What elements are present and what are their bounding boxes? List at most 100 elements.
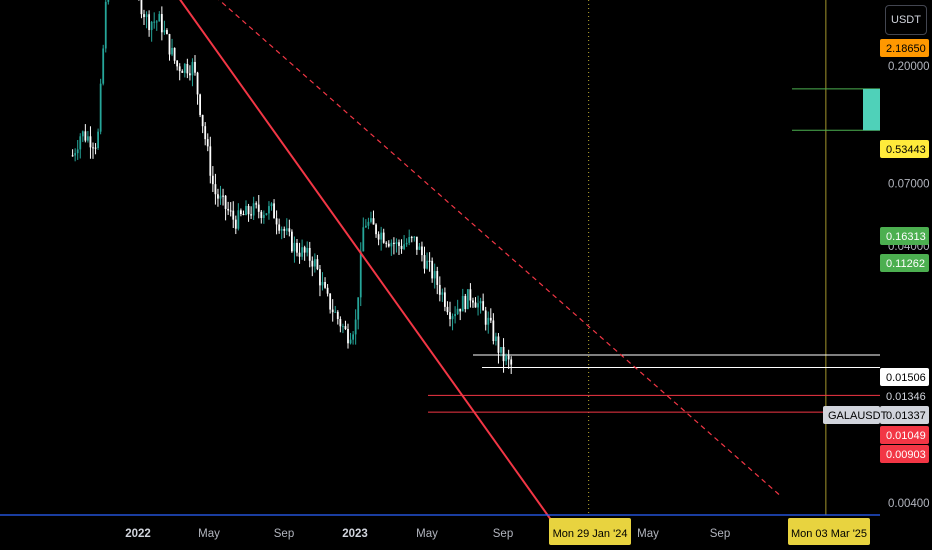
candle-body xyxy=(472,300,474,303)
x-tick-label: May xyxy=(637,528,659,540)
candle-body xyxy=(454,313,457,317)
candle-body xyxy=(79,136,82,150)
candle-body xyxy=(191,61,194,76)
candle-body xyxy=(398,242,400,246)
candle-body xyxy=(321,282,324,286)
candle-body xyxy=(357,297,360,320)
candle-body xyxy=(431,260,434,279)
candle-body xyxy=(393,242,395,244)
candle-body xyxy=(400,245,403,249)
candle-body xyxy=(324,282,326,288)
x-tick-label: Sep xyxy=(493,528,513,540)
candle-body xyxy=(201,114,204,127)
x-tick-label: 2023 xyxy=(342,528,368,540)
candle-body xyxy=(240,210,242,215)
date-tag-bg xyxy=(549,518,631,545)
candle-body xyxy=(510,359,513,365)
candle-body xyxy=(196,72,199,95)
candle-body xyxy=(497,336,500,353)
price-tag-label: 0.01337 xyxy=(886,410,926,422)
horizontal-levels xyxy=(428,88,880,413)
candle-body xyxy=(380,232,383,240)
candle-body xyxy=(408,237,411,243)
candle-body xyxy=(313,259,316,267)
candle-body xyxy=(372,218,375,225)
candle-body xyxy=(469,289,472,301)
candle-body xyxy=(158,14,161,22)
candle-body xyxy=(293,242,296,252)
candle-body xyxy=(352,334,355,340)
candle-body xyxy=(219,195,222,199)
candle-body xyxy=(209,146,212,176)
candle-body xyxy=(247,205,250,215)
candle-body xyxy=(482,301,485,311)
candle-body xyxy=(296,242,298,253)
candle-body xyxy=(206,139,209,147)
candle-body xyxy=(507,355,510,360)
candle-body xyxy=(339,319,342,327)
price-tag-label: 0.11262 xyxy=(886,258,925,270)
candle-body xyxy=(278,224,281,231)
candle-body xyxy=(433,271,436,279)
candle-body xyxy=(140,0,143,15)
candle-body xyxy=(459,308,462,312)
candle-body xyxy=(107,0,110,2)
price-tag-label: 0.01506 xyxy=(886,372,926,384)
candle-body xyxy=(449,312,451,320)
candle-body xyxy=(199,94,202,115)
candle-body xyxy=(71,155,74,157)
candle-body xyxy=(418,246,421,250)
candle-body xyxy=(227,208,230,211)
date-tag-label: Mon 03 Mar '25 xyxy=(791,528,867,540)
candle-body xyxy=(176,60,179,67)
candle-body xyxy=(385,242,388,244)
candle-body xyxy=(326,287,329,294)
candle-body xyxy=(438,284,441,295)
candle-body xyxy=(336,311,339,320)
candle-body xyxy=(143,14,145,18)
candle-body xyxy=(102,48,105,84)
candle-body xyxy=(214,184,217,195)
currency-button[interactable]: USDT xyxy=(885,5,927,35)
y-tick-label: 0.00400 xyxy=(888,498,930,510)
candle-body xyxy=(370,218,372,222)
candle-body xyxy=(155,21,158,23)
candle-body xyxy=(502,347,505,362)
candle-body xyxy=(257,204,260,212)
candle-body xyxy=(81,131,84,137)
candle-body xyxy=(479,301,482,304)
candle-body xyxy=(288,228,291,232)
candle-body xyxy=(344,326,347,330)
vertical-markers xyxy=(588,0,827,515)
candle-body xyxy=(250,214,253,216)
candle-body xyxy=(298,252,301,257)
x-tick-label: Sep xyxy=(710,528,730,540)
candle-body xyxy=(375,224,377,235)
candle-body xyxy=(217,194,219,199)
candle-body xyxy=(308,247,311,261)
candle-body xyxy=(211,175,214,185)
candle-body xyxy=(145,14,148,18)
candle-body xyxy=(273,203,275,219)
candle-body xyxy=(423,255,426,269)
candle-body xyxy=(466,289,469,310)
candle-body xyxy=(362,227,365,252)
candle-body xyxy=(461,295,464,312)
candle-body xyxy=(319,269,321,286)
candle-body xyxy=(303,247,306,253)
date-tag-label: Mon 29 Jan '24 xyxy=(553,528,628,540)
candle-body xyxy=(410,237,413,239)
candle-body xyxy=(229,210,232,212)
candle-body xyxy=(484,310,487,325)
candle-body xyxy=(224,195,227,209)
candle-body xyxy=(163,30,166,33)
price-tag-bg xyxy=(880,445,929,463)
price-tags: 2.18650 0.53443 0.16313 0.11262 0.01506 0.013… xyxy=(823,39,929,463)
candle-body xyxy=(74,153,77,156)
candle-body xyxy=(367,221,370,226)
candle-body xyxy=(160,14,163,33)
candle-body xyxy=(99,83,102,132)
candle-body xyxy=(505,355,508,362)
candle-body xyxy=(283,229,286,231)
